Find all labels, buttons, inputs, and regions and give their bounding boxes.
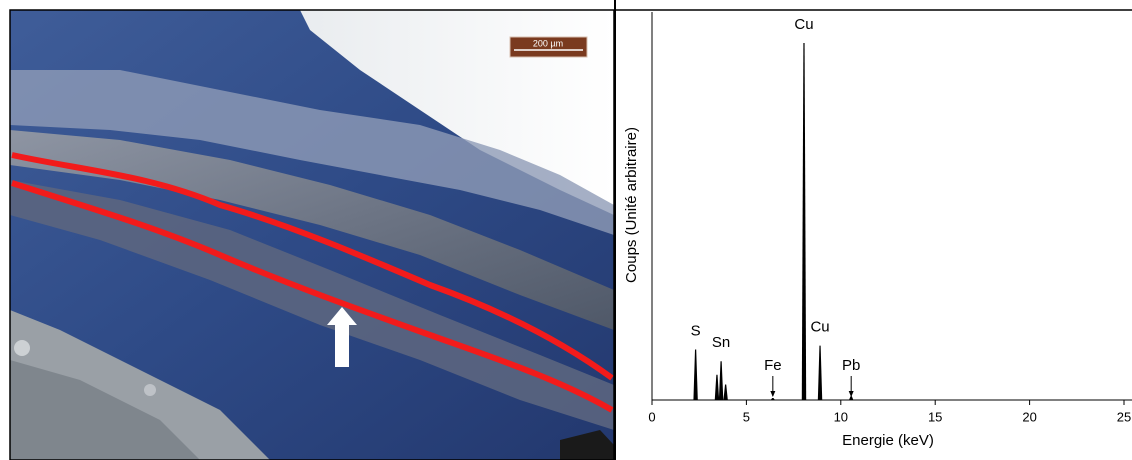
peak-label: Cu [794,16,813,33]
peak-label: S [691,323,701,340]
x-tick-label: 15 [928,409,942,424]
scale-bar-label: 200 µm [533,38,563,48]
x-tick-label: 5 [743,409,750,424]
peak [817,345,823,400]
peak [718,361,724,400]
x-tick-label: 10 [834,409,848,424]
peak [723,384,728,400]
y-axis-title: Coups (Unité arbitraire) [623,127,640,283]
x-tick-label: 25 [1117,409,1131,424]
peak [693,349,698,400]
peak [848,396,854,400]
peak [801,43,807,400]
micrograph: 200 µm [10,10,614,460]
x-tick-label: 20 [1022,409,1036,424]
peak-arrowhead [770,391,776,397]
peak-label: Fe [764,357,782,374]
peak-label: Pb [842,357,860,374]
x-tick-label: 0 [648,409,655,424]
peak-label: Cu [810,319,829,336]
peak [770,398,776,400]
peak-label: Sn [712,334,730,351]
peak-arrowhead [848,391,854,397]
peak [714,374,720,400]
x-axis-title: Energie (keV) [842,432,934,449]
